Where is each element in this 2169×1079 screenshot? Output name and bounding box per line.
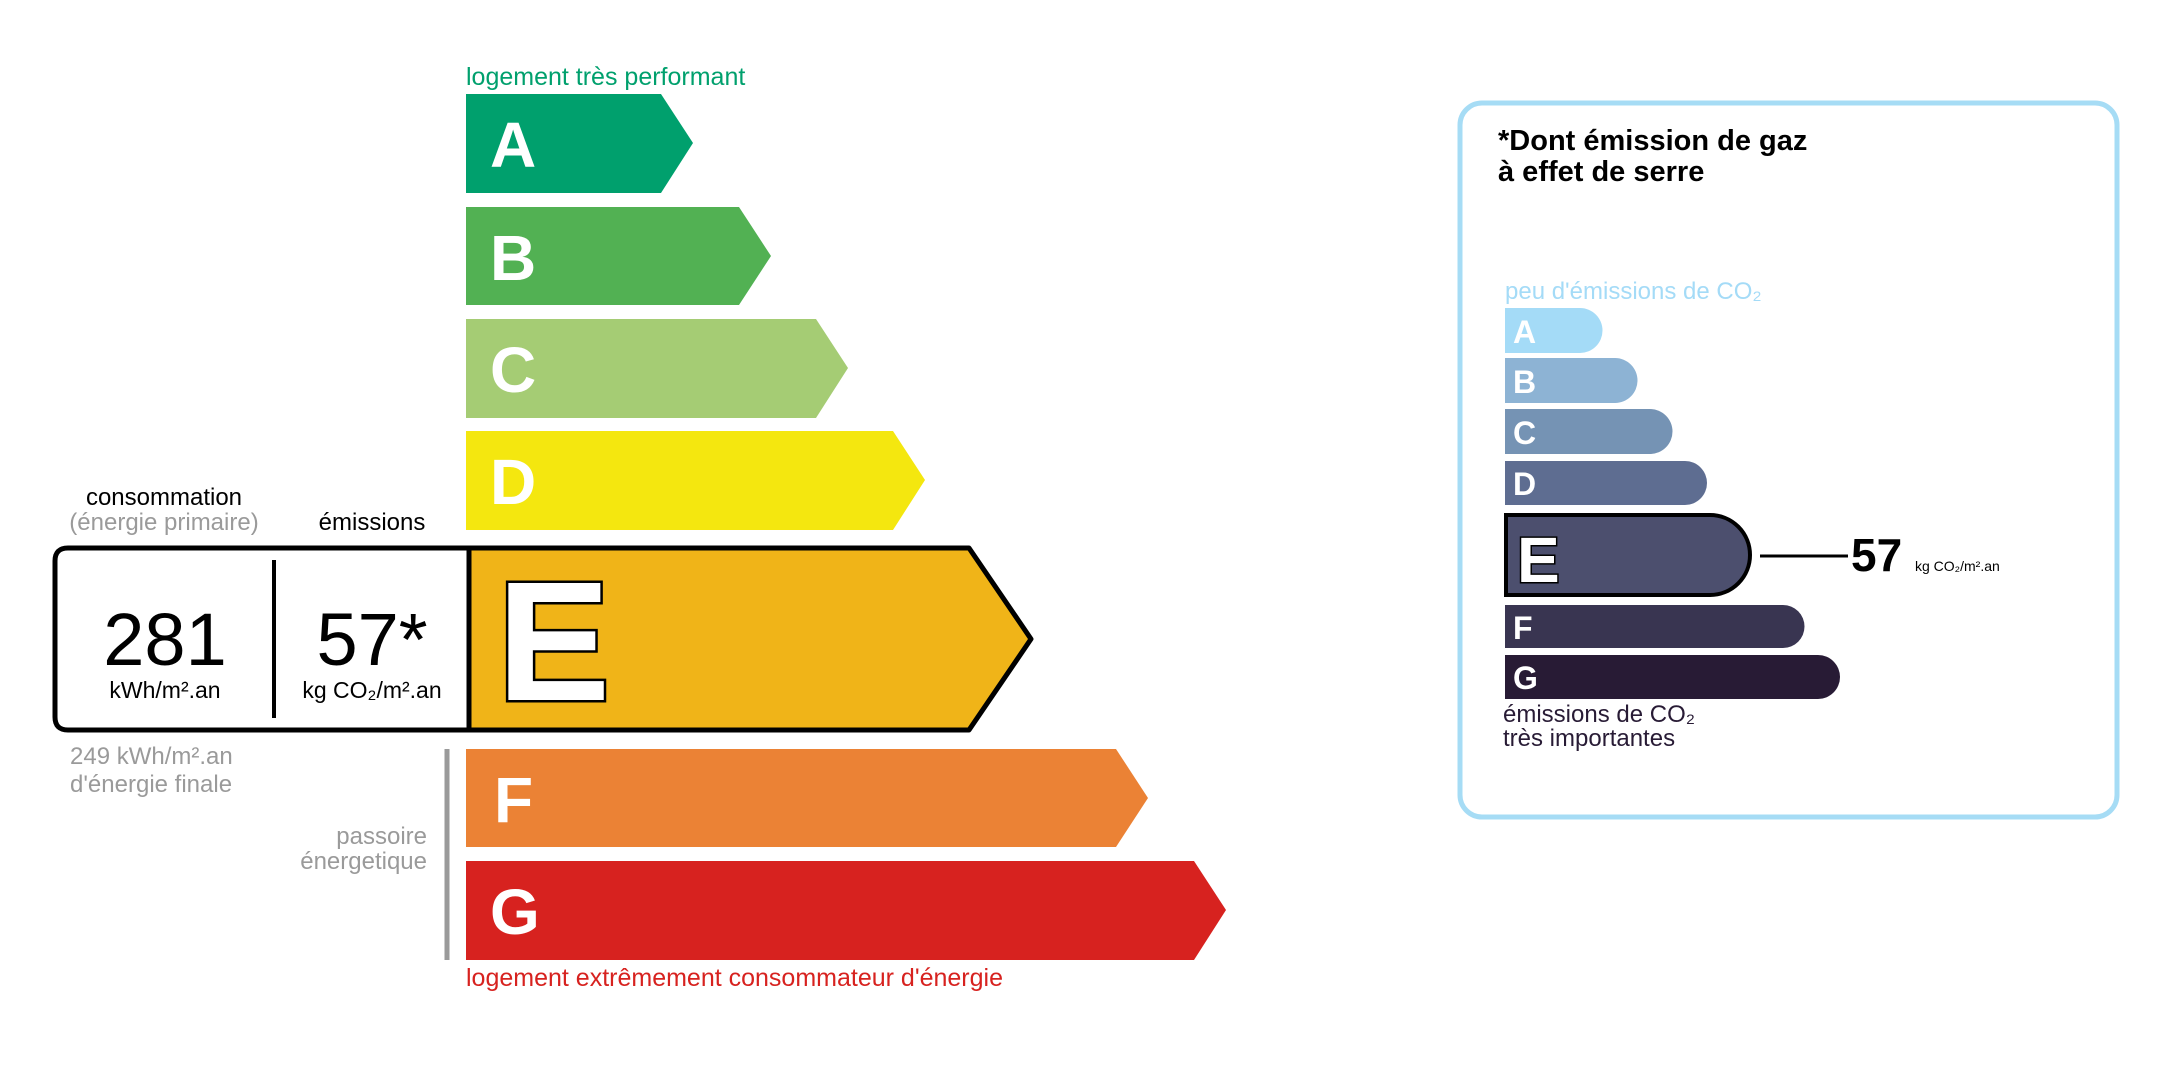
emissions-label: émissions <box>319 509 426 536</box>
ghg-class-e-current: E <box>1504 513 1752 598</box>
final-energy-value: 249 kWh/m².an <box>70 743 233 770</box>
energy-class-e-current: E 281 kWh/m².an 57* kg CO₂/m².an <box>52 545 1034 740</box>
ghg-letter: A <box>1513 314 1536 350</box>
ghg-letter: B <box>1513 364 1536 400</box>
ghg-class-c: C <box>1505 409 1673 454</box>
ghg-class-b: B <box>1505 358 1638 403</box>
ghg-current-letter: E <box>1517 524 1560 596</box>
consumption-value: 281 <box>103 598 226 681</box>
energy-class-a: A <box>466 94 693 193</box>
energy-letter: A <box>490 109 536 181</box>
ghg-value: 57 <box>1851 529 1902 581</box>
energy-letter: D <box>490 446 536 518</box>
passoire-label-2: énergetique <box>300 848 427 875</box>
emissions-value: 57* <box>316 598 427 681</box>
energy-letter: B <box>490 222 536 294</box>
final-energy-label: d'énergie finale <box>70 771 232 798</box>
ghg-letter: D <box>1513 466 1536 502</box>
consumption-label: consommation <box>86 484 242 511</box>
ghg-unit: kg CO₂/m².an <box>1915 558 2000 574</box>
energy-top-label: logement très performant <box>466 63 745 91</box>
ghg-bottom-label-2: très importantes <box>1503 725 1675 752</box>
ghg-top-label: peu d'émissions de CO₂ <box>1505 278 1762 305</box>
ghg-class-f: F <box>1505 605 1805 648</box>
energy-letter: F <box>494 764 533 836</box>
energy-bottom-label: logement extrêmement consommateur d'éner… <box>466 964 1003 992</box>
ghg-title-2: à effet de serre <box>1498 156 1704 188</box>
emissions-unit: kg CO₂/m².an <box>302 677 441 703</box>
energy-class-b: B <box>466 207 771 305</box>
energy-letter: G <box>490 876 540 948</box>
ghg-letter: G <box>1513 660 1538 696</box>
ghg-class-g: G <box>1505 655 1840 699</box>
current-class-letter: E <box>497 547 610 737</box>
energy-class-c: C <box>466 319 848 418</box>
consumption-sublabel: (énergie primaire) <box>69 509 258 536</box>
energy-class-f: F <box>466 749 1148 847</box>
energy-letter: C <box>490 334 536 406</box>
passoire-label: passoire <box>336 823 427 850</box>
ghg-letter: F <box>1513 610 1533 646</box>
ghg-letter: C <box>1513 415 1536 451</box>
ghg-title: *Dont émission de gaz <box>1498 125 1807 157</box>
energy-class-d: D <box>466 431 925 530</box>
ghg-bottom-label: émissions de CO₂ <box>1503 701 1695 728</box>
energy-class-g: G <box>466 861 1226 960</box>
ghg-class-d: D <box>1505 461 1707 505</box>
consumption-unit: kWh/m².an <box>109 677 220 703</box>
ghg-class-a: A <box>1505 308 1603 353</box>
